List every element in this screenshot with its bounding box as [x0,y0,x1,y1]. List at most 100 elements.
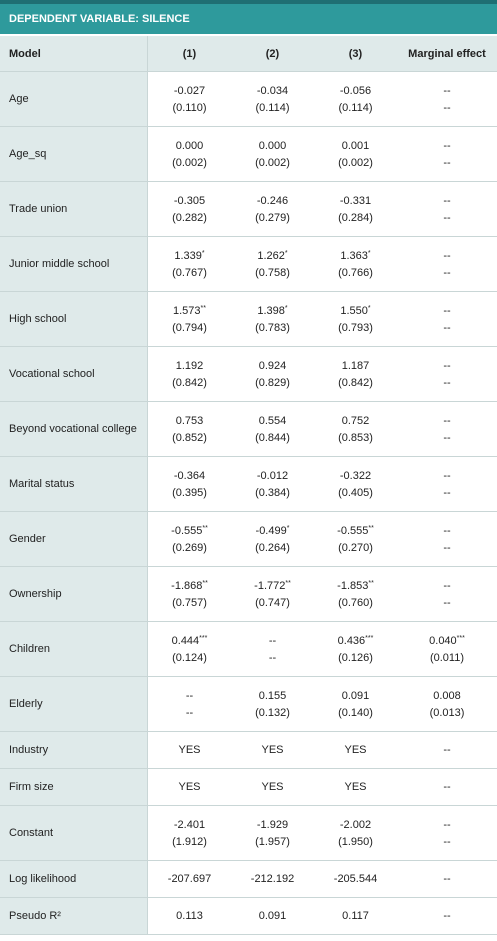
cell: 0.554 (0.844) [231,402,314,456]
coefficient: 1.550 [340,304,368,317]
table-row: Trade union -0.305 (0.282) -0.246 (0.279) -0.… [0,182,497,237]
coefficient-line: 0.436*** [338,635,374,647]
standard-error: (0.757) [172,596,207,609]
coefficient: -0.027 [173,84,206,97]
cell: -- -- [397,347,497,401]
table-row: Elderly -- -- 0.155 (0.132) 0.091 (0.140) 0.008… [0,677,497,732]
standard-error: (0.126) [338,651,373,664]
coefficient-line: -205.544 [334,873,377,885]
cell: 0.436*** (0.126) [314,622,397,676]
cell: -- -- [231,622,314,676]
coefficient-line: -0.331 [340,195,371,207]
standard-error: -- [443,541,451,554]
coefficient-line: -1.929 [257,819,288,831]
cell: -0.331 (0.284) [314,182,397,236]
significance-stars: *** [199,634,208,642]
coefficient-line: 1.363* [340,250,370,262]
coefficient-line: -- [443,85,450,97]
cell: -0.322 (0.405) [314,457,397,511]
significance-stars: * [201,249,205,257]
table-row: Pseudo R² 0.113 0.091 0.117 -- [0,898,497,935]
coefficient-line: -- [443,580,450,592]
coefficient: -- [443,249,451,262]
cell: -0.555** (0.269) [148,512,231,566]
cell: -0.034 (0.114) [231,72,314,126]
cell: -- [397,769,497,805]
standard-error: (0.829) [255,376,290,389]
significance-stars: ** [368,524,374,532]
cell: 0.117 [314,898,397,934]
coefficient: -- [443,579,451,592]
row-label: Pseudo R² [0,898,148,934]
coefficient-line: 1.339* [174,250,204,262]
coefficient-line: -- [443,744,450,756]
coefficient-line: -- [443,140,450,152]
coefficient-line: -- [443,305,450,317]
standard-error: -- [443,835,451,848]
cell: -- [397,732,497,768]
column-header: (2) [265,47,280,60]
standard-error: (0.405) [338,486,373,499]
coefficient: 0.554 [258,414,287,427]
coefficient: -2.401 [173,818,206,831]
coefficient-line: -- [443,910,450,922]
coefficient-line: YES [261,781,283,793]
row-label: Marital status [0,457,148,511]
coefficient: -- [268,634,277,647]
cell: 0.040*** (0.011) [397,622,497,676]
row-label: Ownership [0,567,148,621]
cell: 0.000 (0.002) [231,127,314,181]
coefficient: -0.322 [339,469,372,482]
coefficient: 0.091 [341,689,370,702]
coefficient-line: -- [443,525,450,537]
coefficient-line: YES [344,781,366,793]
table-row: High school 1.573** (0.794) 1.398* (0.783) 1.… [0,292,497,347]
standard-error: (1.950) [338,835,373,848]
standard-error: (0.282) [172,211,207,224]
coefficient: -205.544 [333,873,378,885]
coefficient-line: 0.753 [176,415,204,427]
coefficient: 1.573 [173,304,201,317]
cell: -212.192 [231,861,314,897]
coefficient-line: -0.555** [171,525,208,537]
column-header: (3) [348,47,363,60]
cell: -- -- [397,567,497,621]
coefficient-line: 0.008 [433,690,461,702]
cell: -1.868** (0.757) [148,567,231,621]
standard-error: (0.384) [255,486,290,499]
cell: -- -- [397,72,497,126]
coefficient: -- [443,84,451,97]
row-label: Junior middle school [0,237,148,291]
cell: -1.772** (0.747) [231,567,314,621]
standard-error: (0.853) [338,431,373,444]
table-row: Children 0.444*** (0.124) -- -- 0.436*** (0.12… [0,622,497,677]
cell: 1.550* (0.793) [314,292,397,346]
coefficient: 1.398 [257,304,285,317]
row-label: High school [0,292,148,346]
column-header: Marginal effect [408,47,486,60]
table-row: Age_sq 0.000 (0.002) 0.000 (0.002) 0.001 (0.00… [0,127,497,182]
row-label: Vocational school [0,347,148,401]
cell: -- -- [397,182,497,236]
table-title: DEPENDENT VARIABLE: SILENCE [0,4,497,34]
coefficient-line: -1.853** [337,580,374,592]
table-row: Constant -2.401 (1.912) -1.929 (1.957) -2.002… [0,806,497,861]
coefficient: 0.155 [258,689,287,702]
cell: 0.091 (0.140) [314,677,397,731]
significance-stars: * [367,304,371,312]
standard-error: (1.957) [255,835,290,848]
standard-error: (0.794) [172,321,207,334]
significance-stars: ** [202,524,208,532]
table-row: Beyond vocational college 0.753 (0.852) 0.5… [0,402,497,457]
standard-error: (0.395) [172,486,207,499]
coefficient: YES [344,744,367,756]
standard-error: (0.760) [338,596,373,609]
cell: 0.000 (0.002) [148,127,231,181]
column-header: (1) [182,47,197,60]
coefficient-line: 0.752 [342,415,370,427]
coefficient: 0.753 [175,414,204,427]
coefficient: YES [178,781,201,793]
cell: 1.363* (0.766) [314,237,397,291]
row-label: Age_sq [0,127,148,181]
